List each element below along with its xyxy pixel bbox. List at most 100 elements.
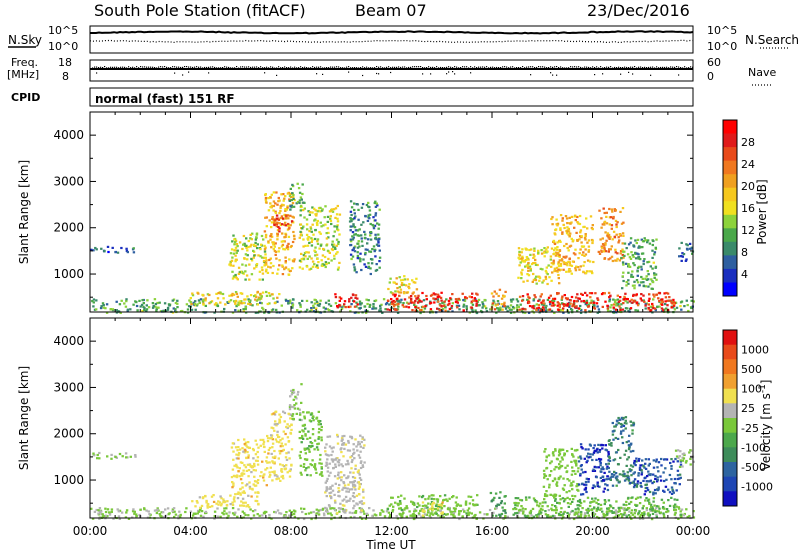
heatmap-cell — [613, 303, 615, 305]
heatmap-cell — [241, 248, 243, 250]
heatmap-cell — [327, 470, 329, 472]
heatmap-cell — [319, 207, 321, 209]
heatmap-cell — [257, 460, 259, 462]
heatmap-cell — [164, 508, 166, 510]
nave-dot — [606, 67, 607, 68]
heatmap-cell — [320, 423, 322, 425]
heatmap-cell — [621, 474, 623, 476]
heatmap-cell — [245, 502, 247, 504]
heatmap-cell — [554, 477, 556, 479]
heatmap-cell — [312, 433, 314, 435]
heatmap-cell — [652, 492, 654, 494]
heatmap-cell — [257, 303, 259, 305]
heatmap-cell — [358, 493, 360, 495]
heatmap-cell — [437, 499, 439, 501]
heatmap-cell — [566, 512, 568, 514]
heatmap-cell — [103, 250, 105, 252]
heatmap-cell — [638, 245, 640, 247]
heatmap-cell — [612, 422, 614, 424]
heatmap-cell — [619, 296, 621, 298]
nave-dot — [430, 73, 431, 74]
nave-dot — [542, 66, 543, 67]
heatmap-cell — [608, 463, 610, 465]
heatmap-cell — [546, 283, 548, 285]
date-label: 23/Dec/2016 — [587, 1, 690, 20]
heatmap-cell — [611, 473, 613, 475]
heatmap-cell — [591, 509, 593, 511]
heatmap-cell — [567, 247, 569, 249]
heatmap-cell — [433, 301, 435, 303]
heatmap-cell — [291, 184, 293, 186]
heatmap-cell — [300, 451, 302, 453]
heatmap-cell — [146, 304, 148, 306]
heatmap-cell — [522, 308, 524, 310]
heatmap-cell — [604, 292, 606, 294]
nave-dot — [686, 67, 687, 68]
heatmap-cell — [417, 502, 419, 504]
heatmap-cell — [627, 497, 629, 499]
heatmap-cell — [499, 309, 501, 311]
heatmap-cell — [578, 483, 580, 485]
heatmap-cell — [414, 306, 416, 308]
heatmap-cell — [472, 300, 474, 302]
heatmap-cell — [680, 514, 682, 516]
heatmap-cell — [609, 223, 611, 225]
heatmap-cell — [524, 261, 526, 263]
heatmap-cell — [441, 502, 443, 504]
heatmap-cell — [595, 502, 597, 504]
heatmap-cell — [588, 239, 590, 241]
heatmap-cell — [325, 453, 327, 455]
heatmap-cell — [307, 466, 309, 468]
heatmap-cell — [281, 215, 283, 217]
heatmap-cell — [261, 257, 263, 259]
heatmap-cell — [397, 504, 399, 506]
heatmap-cell — [452, 302, 454, 304]
heatmap-cell — [399, 513, 401, 515]
heatmap-cell — [252, 250, 254, 252]
heatmap-cell — [233, 243, 235, 245]
heatmap-cell — [525, 499, 527, 501]
heatmap-cell — [323, 514, 325, 516]
heatmap-cell — [570, 482, 572, 484]
nave-dot — [206, 67, 207, 68]
heatmap-cell — [231, 446, 233, 448]
heatmap-cell — [293, 206, 295, 208]
heatmap-cell — [524, 508, 526, 510]
heatmap-cell — [379, 514, 381, 516]
heatmap-cell — [577, 470, 579, 472]
heatmap-cell — [195, 309, 197, 311]
heatmap-cell — [619, 473, 621, 475]
heatmap-cell — [560, 263, 562, 265]
heatmap-cell — [272, 265, 274, 267]
heatmap-cell — [201, 510, 203, 512]
heatmap-cell — [371, 248, 373, 250]
heatmap-cell — [239, 467, 241, 469]
heatmap-cell — [468, 496, 470, 498]
heatmap-cell — [624, 293, 626, 295]
heatmap-cell — [527, 293, 529, 295]
heatmap-cell — [580, 265, 582, 267]
heatmap-cell — [325, 443, 327, 445]
heatmap-cell — [275, 191, 277, 193]
heatmap-cell — [322, 254, 324, 256]
heatmap-cell — [299, 431, 301, 433]
heatmap-cell — [456, 306, 458, 308]
heatmap-cell — [352, 476, 354, 478]
heatmap-cell — [601, 511, 603, 513]
heatmap-cell — [250, 294, 252, 296]
heatmap-cell — [545, 460, 547, 462]
y-tick-label: 3000 — [53, 174, 84, 188]
nave-dot — [98, 67, 99, 68]
nave-dot — [472, 67, 473, 68]
heatmap-cell — [231, 476, 233, 478]
heatmap-cell — [437, 294, 439, 296]
heatmap-cell — [360, 508, 362, 510]
heatmap-cell — [533, 298, 535, 300]
heatmap-cell — [405, 306, 407, 308]
heatmap-cell — [518, 306, 520, 308]
heatmap-cell — [304, 424, 306, 426]
heatmap-cell — [234, 249, 236, 251]
heatmap-cell — [429, 508, 431, 510]
heatmap-cell — [581, 464, 583, 466]
heatmap-cell — [153, 305, 155, 307]
